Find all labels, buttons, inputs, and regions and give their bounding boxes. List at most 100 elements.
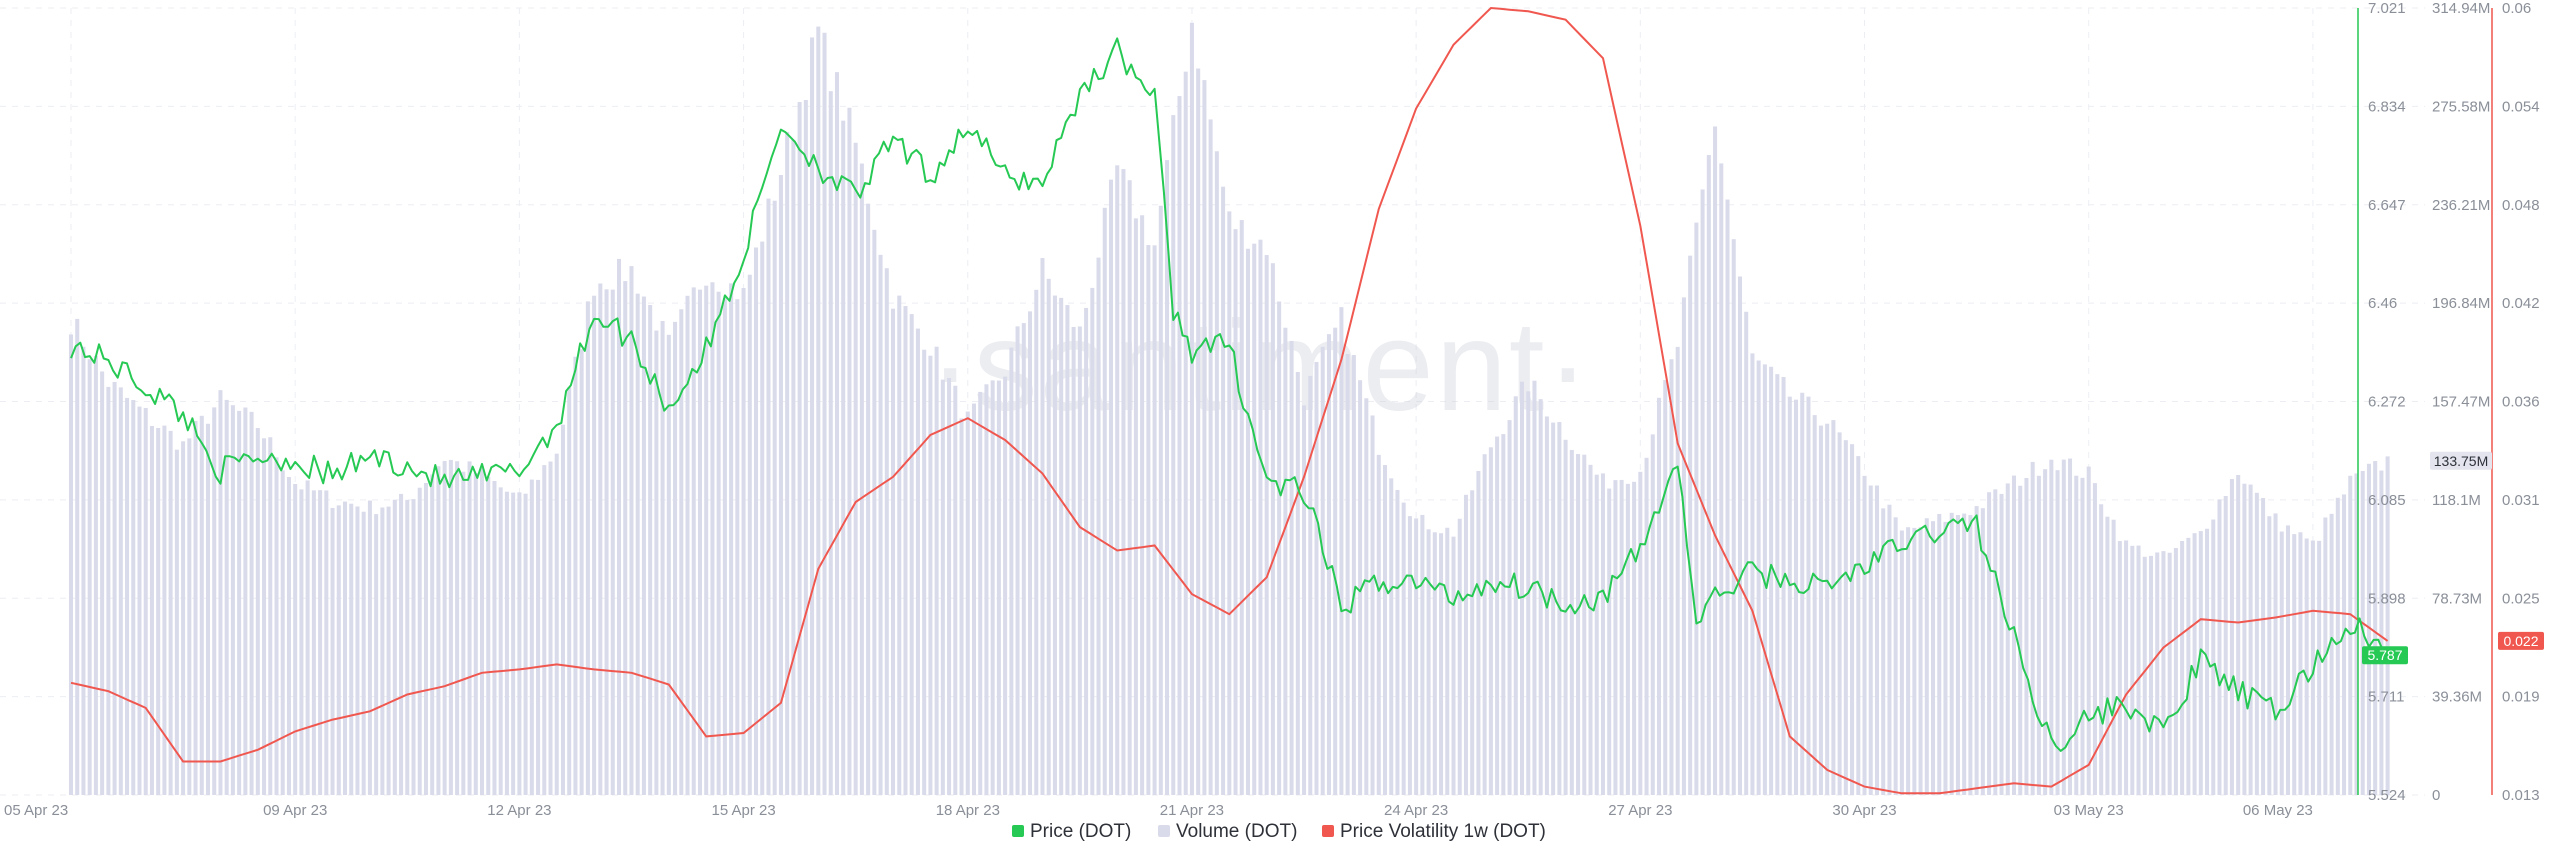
volume-bar [2292, 534, 2297, 795]
volume-bar [342, 501, 348, 795]
volume-bar [585, 301, 590, 795]
legend-item-volume[interactable]: Volume (DOT) [1158, 821, 1297, 842]
legend-item-price[interactable]: Price (DOT) [1012, 821, 1131, 842]
volume-bar [2030, 461, 2035, 795]
volume-bar [181, 441, 186, 795]
x-tick-label: 21 Apr 23 [1160, 802, 1224, 819]
volume-bar [2304, 538, 2309, 795]
volume-bar [1762, 364, 1767, 795]
volume-bar [1607, 488, 1612, 795]
volume-bar [604, 289, 609, 795]
volume-bar [255, 428, 260, 795]
volume-bar [517, 492, 522, 795]
volume-bar [2236, 475, 2241, 795]
volume-bar [853, 142, 858, 796]
volume-bar [722, 298, 727, 795]
volume-bar [1482, 454, 1487, 795]
volume-bar [1208, 119, 1213, 796]
volume-bar [2161, 551, 2166, 795]
volume-bar [2342, 494, 2347, 795]
volume-bar [2142, 556, 2147, 795]
volatility-tick-label: 0.048 [2502, 197, 2540, 214]
volume-bar [1619, 479, 1624, 795]
volume-bar [2273, 513, 2278, 795]
x-tick-label: 06 May 23 [2243, 802, 2313, 819]
volume-bar [1133, 218, 1138, 796]
volume-bar [1351, 355, 1356, 795]
volume-bar [243, 407, 248, 795]
volume-bar [212, 407, 217, 795]
volume-bar [2111, 519, 2116, 795]
volume-last-value: 133.75M [2434, 453, 2488, 469]
volume-bar [1040, 258, 1045, 795]
volume-bar [610, 289, 615, 795]
volume-bar [268, 437, 273, 795]
volume-bar [75, 318, 80, 795]
volume-bar [1177, 96, 1182, 795]
volume-bar [691, 287, 696, 795]
legend[interactable]: Price (DOT) Volume (DOT) Price Volatility … [1012, 821, 1546, 842]
volume-bar [286, 476, 291, 795]
volume-bar [1171, 115, 1176, 795]
volume-bar [1924, 518, 1929, 795]
x-tick-label: 15 Apr 23 [711, 802, 775, 819]
volume-bar [1949, 512, 1954, 795]
volume-bar [2074, 475, 2079, 795]
volume-bar [2248, 484, 2253, 795]
price-line [70, 37, 2389, 752]
volatility-last-value: 0.022 [2503, 633, 2538, 649]
volume-bar [1028, 311, 1033, 795]
volume-bar [1576, 454, 1581, 795]
volume-bar [1713, 126, 1718, 795]
price-tick-label: 5.711 [2368, 689, 2404, 706]
volume-bar [1021, 323, 1026, 795]
volume-bar [2242, 483, 2247, 795]
volume-bar [1221, 186, 1226, 795]
volume-bar [355, 506, 360, 795]
volume-bar [1719, 163, 1724, 795]
volume-bar [174, 449, 179, 795]
volume-bar [2310, 540, 2315, 795]
volume-bar [1943, 521, 1948, 795]
volume-bar [554, 453, 559, 795]
volume-bar [1706, 155, 1711, 795]
volatility-tick-label: 0.042 [2502, 295, 2540, 312]
legend-item-volatility[interactable]: Price Volatility 1w (DOT) [1322, 821, 1546, 842]
volume-bar [448, 459, 453, 795]
volume-bar [392, 499, 397, 795]
legend-label: Volume (DOT) [1176, 821, 1297, 842]
volume-bar [1414, 518, 1419, 795]
volume-bar [828, 91, 833, 795]
volatility-tick-label: 0.054 [2502, 98, 2540, 115]
volume-bar [2011, 475, 2016, 795]
volume-bar [1065, 305, 1070, 795]
volume-bar [498, 487, 503, 795]
x-tick-label: 12 Apr 23 [487, 802, 551, 819]
volume-bar [1750, 353, 1755, 795]
volume-bar [2279, 531, 2284, 795]
volume-bar [660, 321, 665, 795]
volume-bar [1962, 513, 1967, 795]
legend-swatch [1322, 825, 1334, 837]
volume-bar [1003, 376, 1008, 795]
volume-bar [548, 461, 553, 795]
volume-bar [330, 507, 335, 795]
volume-bar [2366, 463, 2371, 795]
volume-bar [648, 305, 653, 795]
volume-bar [299, 489, 304, 795]
volume-bar [1389, 478, 1394, 795]
volume-bar [1993, 489, 1998, 795]
volume-bar [411, 499, 416, 795]
volume-bar [1850, 444, 1855, 795]
volume-tick-label: 196.84M [2432, 295, 2490, 312]
volume-bar [1569, 449, 1574, 795]
volume-bar [1364, 398, 1369, 795]
volume-bar [1744, 311, 1749, 795]
volume-bar [1289, 340, 1294, 795]
volume-bar [1694, 222, 1699, 796]
volume-bar [2055, 470, 2060, 795]
volume-bar [1632, 481, 1637, 795]
volume-bar [1090, 287, 1095, 795]
volume-bar [2043, 469, 2048, 795]
volume-bar [791, 139, 796, 795]
